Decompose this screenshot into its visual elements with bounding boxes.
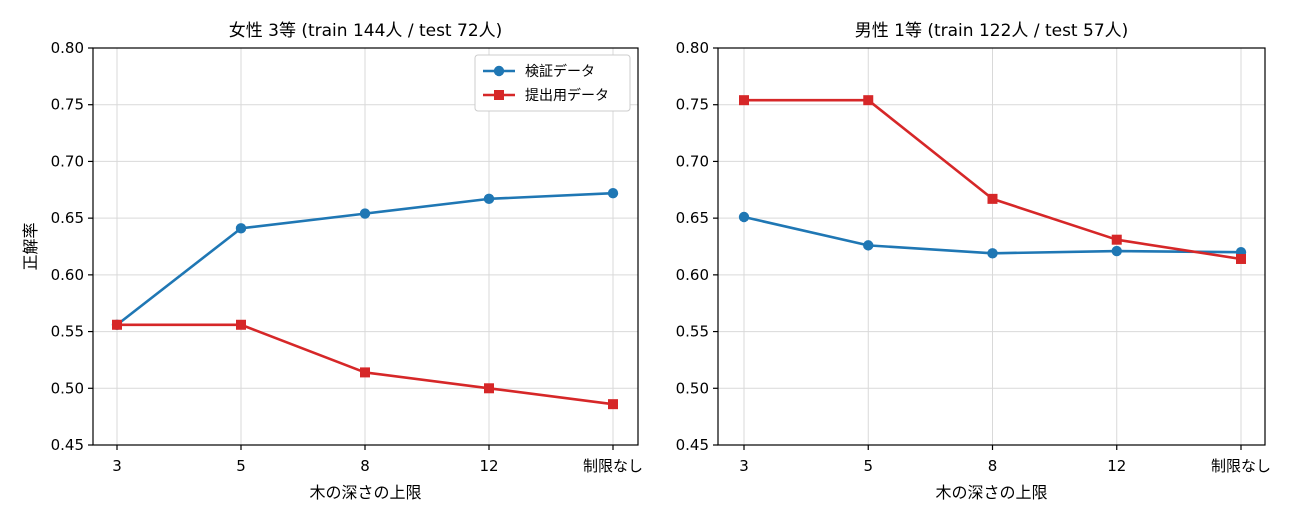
- x-tick-label: 3: [112, 457, 122, 475]
- y-tick-label: 0.60: [676, 266, 709, 284]
- legend-label: 提出用データ: [525, 87, 609, 104]
- y-tick-label: 0.45: [676, 436, 709, 454]
- data-point: [738, 211, 750, 223]
- x-tick-label: 制限なし: [1211, 457, 1271, 475]
- x-tick-label: 制限なし: [583, 457, 643, 475]
- y-tick-label: 0.50: [676, 379, 709, 397]
- y-tick-label: 0.65: [676, 209, 709, 227]
- x-tick-label: 8: [360, 457, 370, 475]
- x-tick-label: 5: [236, 457, 246, 475]
- x-tick-label: 12: [1107, 457, 1126, 475]
- data-point: [863, 95, 874, 106]
- data-point: [1111, 245, 1122, 257]
- y-tick-label: 0.70: [676, 152, 709, 170]
- x-tick-label: 3: [739, 457, 749, 475]
- data-point: [987, 248, 998, 259]
- y-tick-label: 0.80: [676, 39, 709, 57]
- y-tick-label: 0.65: [51, 209, 84, 227]
- y-tick-label: 0.50: [51, 379, 84, 397]
- data-point: [1236, 253, 1246, 264]
- chart-title: 女性 3等 (train 144人 / test 72人): [229, 21, 503, 41]
- data-point: [483, 193, 495, 205]
- legend-label: 検証データ: [525, 63, 595, 80]
- y-tick-label: 0.60: [51, 266, 84, 284]
- data-point: [359, 208, 371, 219]
- y-tick-label: 0.75: [676, 96, 709, 114]
- x-tick-label: 8: [988, 457, 998, 475]
- legend-marker: [494, 90, 504, 100]
- y-tick-label: 0.80: [51, 39, 84, 57]
- data-point: [235, 223, 247, 234]
- chart-panel-1: 0.45 0.50 0.55 0.60 0.65 0.70 0.75 0.80 3 5 8 12 制限な…: [21, 21, 643, 502]
- y-axis-label: 正解率: [21, 222, 40, 270]
- chart-panel-2: 0.45 0.50 0.55 0.60 0.65 0.70 0.75 0.80 3 5 8 12 制限な…: [676, 21, 1271, 502]
- y-tick-label: 0.75: [51, 96, 84, 114]
- legend-box: [474, 54, 631, 112]
- y-tick-label: 0.55: [51, 323, 84, 341]
- x-axis-label: 木の深さの上限: [309, 483, 421, 502]
- data-point: [739, 95, 749, 106]
- data-point: [112, 319, 122, 330]
- plot-frame: [717, 47, 1266, 446]
- data-point: [360, 367, 370, 378]
- y-tick-label: 0.45: [51, 436, 84, 454]
- data-point: [987, 193, 998, 204]
- x-tick-label: 12: [479, 457, 498, 475]
- data-point: [607, 187, 619, 199]
- data-point: [484, 383, 494, 394]
- data-point: [236, 319, 246, 330]
- data-point: [863, 240, 874, 251]
- y-tick-label: 0.70: [51, 152, 84, 170]
- x-tick-label: 5: [863, 457, 873, 475]
- x-axis-label: 木の深さの上限: [935, 483, 1047, 502]
- data-point: [608, 399, 618, 410]
- legend-marker: [493, 65, 505, 77]
- data-point: [1111, 234, 1122, 245]
- y-tick-label: 0.55: [676, 323, 709, 341]
- chart-title: 男性 1等 (train 122人 / test 57人): [855, 21, 1129, 41]
